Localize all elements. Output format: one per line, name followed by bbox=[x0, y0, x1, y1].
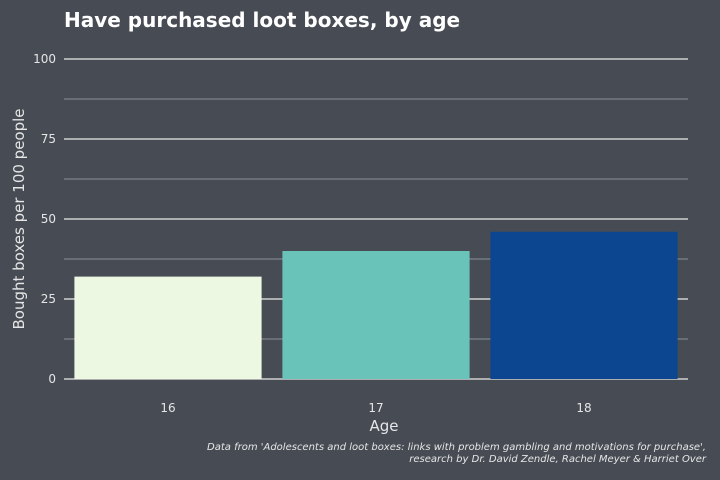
bar-18 bbox=[490, 231, 678, 379]
source-line-2: research by Dr. David Zendle, Rachel Mey… bbox=[409, 454, 706, 465]
x-axis-label: Age bbox=[369, 417, 398, 435]
bars bbox=[74, 231, 678, 379]
y-tick-label: 0 bbox=[48, 372, 56, 386]
source-line-1: Data from 'Adolescents and loot boxes: l… bbox=[207, 442, 706, 453]
y-axis-label: Bought boxes per 100 people bbox=[10, 108, 28, 329]
x-tick-label: 17 bbox=[368, 401, 383, 415]
y-tick-label: 25 bbox=[41, 292, 56, 306]
x-tick-label: 16 bbox=[160, 401, 175, 415]
chart-title: Have purchased loot boxes, by age bbox=[64, 8, 461, 32]
y-tick-label: 75 bbox=[41, 132, 56, 146]
y-tick-label: 100 bbox=[33, 52, 56, 66]
y-tick-label: 50 bbox=[41, 212, 56, 226]
bar-17 bbox=[282, 251, 470, 379]
x-tick-label: 18 bbox=[576, 401, 591, 415]
bar-16 bbox=[74, 276, 262, 379]
tick-labels: 0 25 50 75 100 16 17 18 bbox=[33, 52, 592, 415]
source-note: Data from 'Adolescents and loot boxes: l… bbox=[207, 442, 706, 466]
